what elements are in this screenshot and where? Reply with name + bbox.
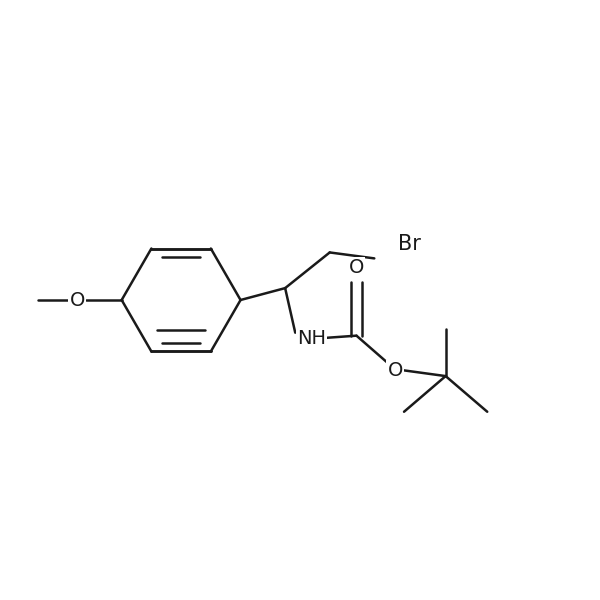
Text: NH: NH — [297, 329, 326, 348]
Text: O: O — [70, 290, 85, 310]
Text: O: O — [388, 361, 403, 380]
Text: Br: Br — [398, 233, 421, 254]
Text: O: O — [349, 258, 364, 277]
